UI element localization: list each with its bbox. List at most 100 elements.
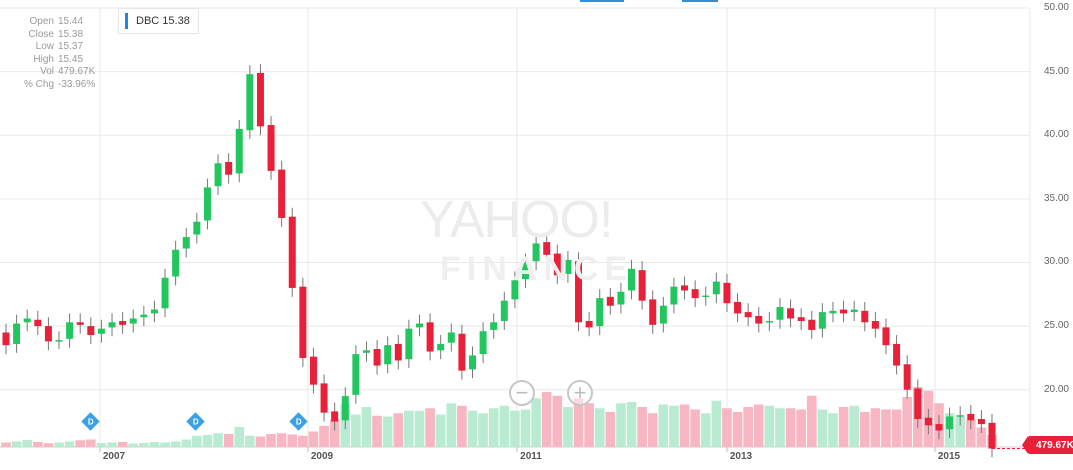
candle-down <box>787 308 795 319</box>
candle-up <box>193 221 201 235</box>
volume-bar <box>22 440 33 447</box>
candle-up <box>490 322 498 330</box>
candle-down <box>723 282 731 304</box>
candle-up <box>564 259 572 274</box>
y-tick-label: 25.00 <box>1043 320 1069 332</box>
chart-grid <box>0 7 1031 448</box>
volume-bar <box>965 419 976 447</box>
volume-bar <box>298 435 308 447</box>
volume-bar <box>149 442 160 447</box>
x-tick-label: 2007 <box>102 451 126 462</box>
candle-up <box>956 415 964 417</box>
candle-down <box>76 322 84 325</box>
volume-bar <box>33 442 43 447</box>
y-tick-label: 45.00 <box>1043 65 1069 77</box>
candle-up <box>341 396 349 421</box>
candle-up <box>13 323 21 344</box>
volume-bar <box>563 407 573 447</box>
y-tick-label: 35.00 <box>1043 192 1069 204</box>
candle-down <box>935 424 943 431</box>
candle-up <box>214 163 222 187</box>
volume-bar <box>308 431 319 447</box>
ohlc-row: Vol 479.67K <box>6 66 95 79</box>
range-tab-indicator-1[interactable] <box>580 0 624 2</box>
candle-down <box>278 169 286 218</box>
ohlc-value: 15.45 <box>58 53 84 65</box>
candle-down <box>119 321 127 325</box>
volume-bar <box>457 405 467 447</box>
volume-bar <box>446 403 457 447</box>
candle-up <box>670 286 678 305</box>
range-tab-indicator-2[interactable] <box>682 0 718 2</box>
volume-bar <box>223 434 234 447</box>
volume-bar <box>192 435 202 447</box>
ohlc-value: 15.38 <box>58 28 84 40</box>
candle-down <box>426 322 434 352</box>
ohlc-row: % Chg -33.96% <box>6 79 95 92</box>
candle-down <box>458 333 466 371</box>
volume-bar <box>266 434 276 447</box>
volume-bar <box>467 410 478 447</box>
candle-down <box>256 72 264 127</box>
ohlc-key: Vol <box>40 66 54 77</box>
candle-down <box>288 216 296 288</box>
candle-down <box>744 312 752 318</box>
volume-bar <box>499 405 510 447</box>
volume-bar <box>552 395 563 447</box>
candle-down <box>808 319 816 330</box>
candle-up <box>140 314 148 318</box>
volume-bar <box>976 427 987 447</box>
volume-bar <box>202 435 213 447</box>
candle-up <box>108 322 116 328</box>
candle-up <box>362 350 370 353</box>
volume-bar <box>170 441 181 447</box>
candle-down <box>373 349 381 366</box>
volume-bar <box>700 413 711 447</box>
ohlc-value: 15.37 <box>58 41 84 52</box>
candle-up <box>946 416 954 430</box>
volume-bar <box>319 425 329 447</box>
zoom-out-button[interactable]: − <box>509 380 535 406</box>
y-tick-label: 30.00 <box>1043 256 1069 268</box>
zoom-in-button[interactable]: + <box>567 380 593 406</box>
candle-down <box>299 286 307 358</box>
candle-up <box>97 328 105 334</box>
volume-bar <box>859 412 870 447</box>
ohlc-value: -33.96% <box>58 78 96 90</box>
candle-up <box>500 300 508 322</box>
candle-up <box>532 243 540 262</box>
candle-down <box>267 125 275 171</box>
volume-bar <box>796 409 806 447</box>
candle-up <box>235 128 243 174</box>
volume-bar <box>96 443 107 447</box>
volume-bar <box>870 408 881 447</box>
volume-bar <box>414 410 425 447</box>
volume-bar <box>287 434 298 447</box>
candle-up <box>712 281 720 295</box>
candle-down <box>638 270 646 301</box>
volume-bar <box>64 441 75 447</box>
volume-bar <box>276 433 287 447</box>
volume-bar <box>573 398 584 447</box>
candle-down <box>903 364 911 390</box>
volume-bar <box>382 416 393 447</box>
candle-down <box>882 327 890 346</box>
series-legend[interactable]: DBC 15.38 <box>118 8 199 34</box>
candle-down <box>840 309 848 314</box>
volume-bar <box>690 409 700 447</box>
candle-up <box>66 322 74 339</box>
volume-bar <box>181 439 192 447</box>
x-tick-label: 2015 <box>937 451 961 462</box>
candle-up <box>479 331 487 355</box>
candle-up <box>437 343 445 351</box>
candle-down <box>924 417 932 426</box>
volume-bar <box>711 400 722 447</box>
candle-down <box>585 321 593 328</box>
volume-bar <box>160 442 170 447</box>
volume-bar <box>393 413 404 447</box>
candle-up <box>818 312 826 329</box>
candle-up <box>659 305 667 324</box>
ohlc-key: % Chg <box>23 78 54 90</box>
series-legend-label: DBC 15.38 <box>136 15 190 27</box>
